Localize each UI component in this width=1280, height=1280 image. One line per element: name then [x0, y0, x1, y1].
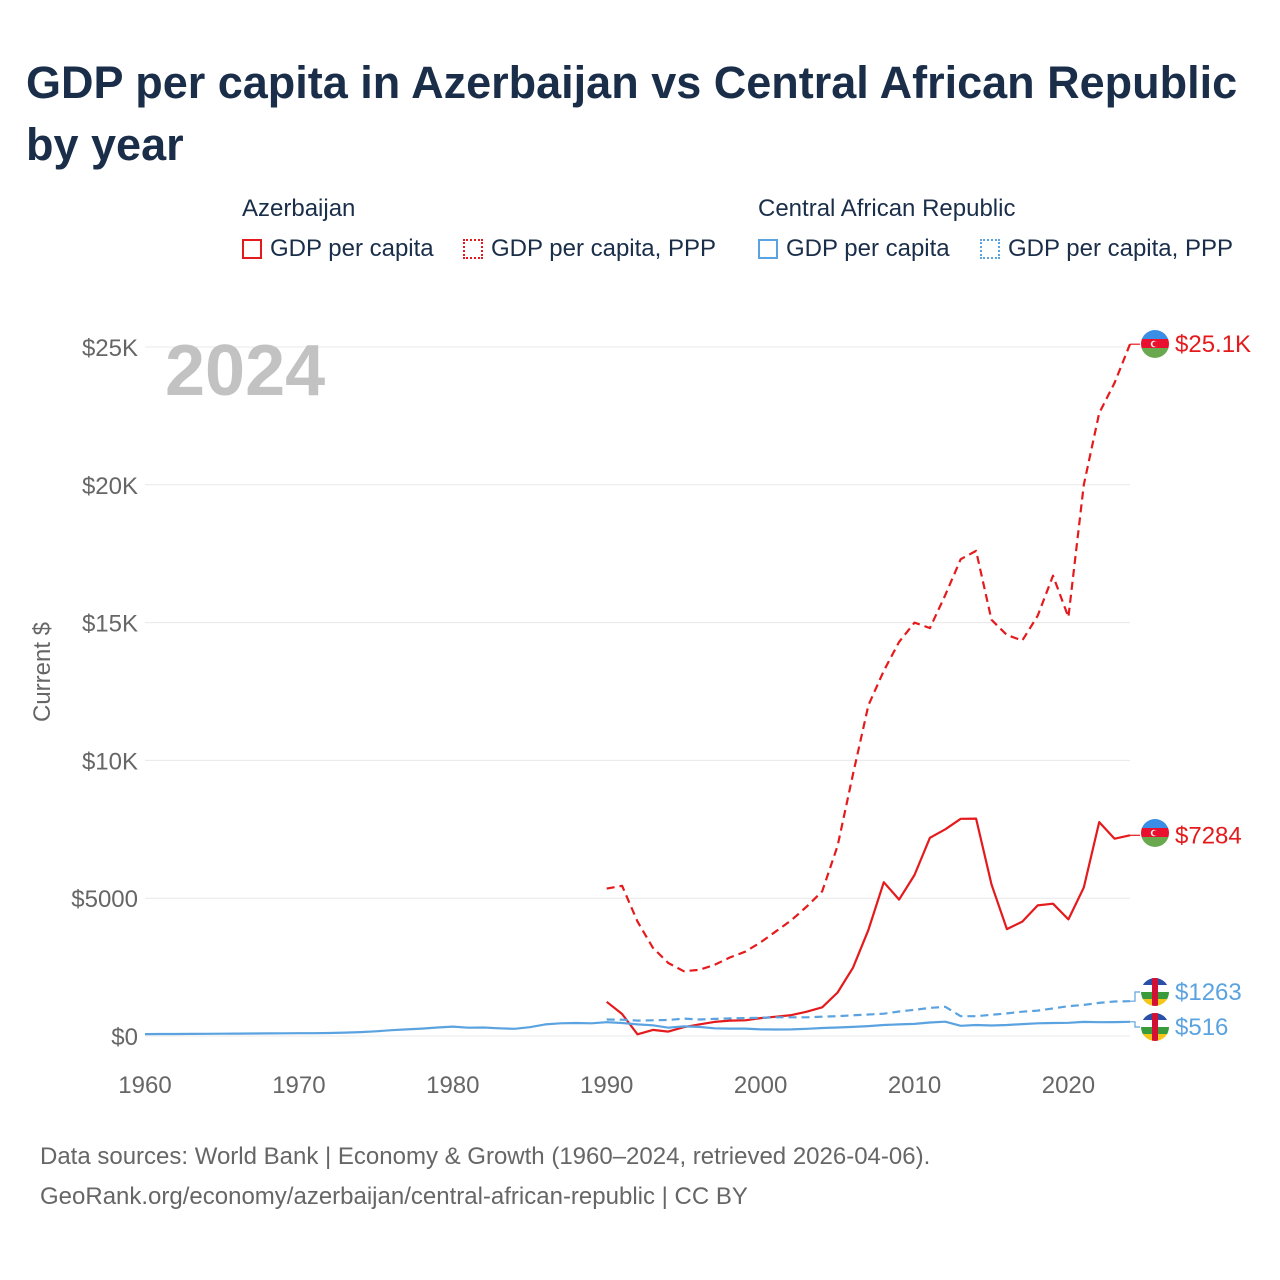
azerbaijan-flag-icon: [1141, 330, 1169, 358]
end-label-3: $1263: [1175, 979, 1242, 1006]
y-tick-label: $10K: [82, 748, 138, 775]
x-tick-label: 1980: [426, 1072, 479, 1099]
x-tick-label: 2000: [734, 1072, 787, 1099]
end-label-1: $25.1K: [1175, 331, 1251, 358]
legend-label: GDP per capita: [270, 235, 434, 262]
legend-solid-swatch-icon: [758, 239, 778, 259]
y-tick-label: $20K: [82, 473, 138, 500]
legend-solid-swatch-icon: [242, 239, 262, 259]
series-line-3: [606, 1000, 1131, 1022]
y-tick-label: $25K: [82, 335, 138, 362]
x-tick-label: 1960: [118, 1072, 171, 1099]
legend-group-central-african-republic: Central African Republic: [758, 195, 1016, 222]
legend-azerbaijan-gdp-per-capita[interactable]: GDP per capita: [242, 235, 434, 263]
legend-azerbaijan-gdp-per-capita-ppp[interactable]: GDP per capita, PPP: [463, 235, 716, 263]
end-label-0: $7284: [1175, 822, 1242, 849]
end-labels: $7284 $25.1K $516 $1263: [1130, 331, 1251, 1041]
footer: Data sources: World Bank | Economy & Gro…: [40, 1137, 930, 1217]
legend-label: GDP per capita, PPP: [1008, 235, 1233, 262]
x-tick-label: 1990: [580, 1072, 633, 1099]
series-line-1: [606, 343, 1132, 973]
legend-car-gdp-per-capita-ppp[interactable]: GDP per capita, PPP: [980, 235, 1233, 263]
legend-label: GDP per capita: [786, 235, 950, 262]
series-group: [144, 343, 1132, 1036]
x-tick-label: 2020: [1042, 1072, 1095, 1099]
end-label-2: $516: [1175, 1014, 1228, 1041]
year-watermark: 2024: [165, 331, 325, 411]
gridlines: [145, 346, 1130, 1037]
central-african-republic-flag-icon: [1141, 1013, 1169, 1041]
legend-dotted-swatch-icon: [463, 239, 483, 259]
series-line-2: [144, 1020, 1131, 1036]
legend-car-gdp-per-capita[interactable]: GDP per capita: [758, 235, 950, 263]
central-african-republic-flag-icon: [1141, 978, 1169, 1006]
end-label-connector: [1130, 1021, 1140, 1028]
y-axis-label: Current $: [29, 622, 56, 722]
azerbaijan-flag-icon: [1141, 819, 1169, 847]
chart-title: GDP per capita in Azerbaijan vs Central …: [26, 57, 1238, 170]
x-tick-label: 2010: [888, 1072, 941, 1099]
y-tick-label: $15K: [82, 611, 138, 638]
y-tick-label: $0: [111, 1024, 138, 1051]
legend-label: GDP per capita, PPP: [491, 235, 716, 262]
y-tick-label: $5000: [71, 886, 138, 913]
source-link[interactable]: GeoRank.org/economy/azerbaijan/central-a…: [40, 1183, 748, 1210]
x-axis: 1960 1970 1980 1990 2000 2010 2020: [118, 1072, 1095, 1099]
end-label-connector: [1130, 991, 1140, 1002]
y-axis: $0 $5000 $10K $15K $20K $25K: [71, 335, 138, 1051]
series-line-0: [606, 817, 1131, 1036]
legend-group-azerbaijan: Azerbaijan: [242, 195, 356, 222]
legend-dotted-swatch-icon: [980, 239, 1000, 259]
data-source-text: Data sources: World Bank | Economy & Gro…: [40, 1143, 931, 1170]
x-tick-label: 1970: [272, 1072, 325, 1099]
